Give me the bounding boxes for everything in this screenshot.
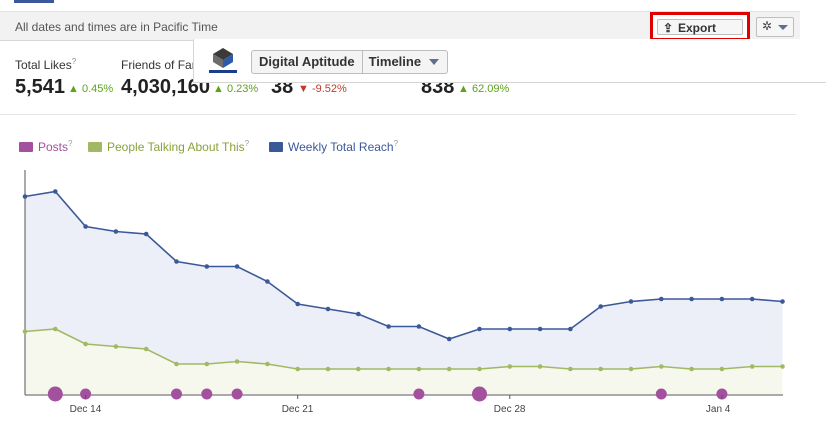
talking-point — [295, 366, 301, 372]
stat-change-people-talking: ▼ -9.52% — [298, 83, 347, 95]
chevron-down-icon — [429, 59, 440, 65]
reach-point — [22, 194, 28, 199]
talking-point — [53, 326, 58, 332]
talking-point — [780, 364, 785, 369]
talking-point — [386, 366, 391, 372]
x-tick-label: Dec 21 — [281, 404, 314, 415]
reach-point — [204, 264, 210, 269]
reach-point — [143, 231, 149, 237]
posts-swatch — [19, 142, 33, 152]
page-name-button[interactable]: Digital Aptitude — [252, 51, 363, 73]
view-dropdown-label: Timeline — [368, 54, 422, 69]
reach-point — [234, 264, 240, 269]
post-marker — [201, 388, 213, 400]
talking-swatch — [88, 142, 102, 152]
talking-point — [356, 366, 361, 372]
gear-icon: ✲ — [762, 19, 773, 33]
talking-point — [416, 366, 422, 372]
legend-item-posts[interactable]: Posts? — [19, 139, 72, 154]
legend-item-weekly-reach[interactable]: Weekly Total Reach? — [269, 139, 398, 154]
divider — [0, 114, 796, 115]
talking-point — [598, 366, 603, 372]
post-marker — [655, 388, 667, 400]
talking-point — [749, 364, 755, 369]
talking-point — [537, 364, 543, 369]
reach-point — [446, 336, 452, 342]
talking-point — [113, 344, 119, 349]
reach-point — [265, 279, 270, 284]
stat-value-friends-of-fans: 4,030,160 — [121, 76, 210, 98]
reach-point — [719, 296, 725, 302]
reach-point — [689, 296, 694, 302]
talking-line — [24, 328, 783, 370]
digital-aptitude-logo — [209, 48, 237, 73]
post-marker — [80, 388, 92, 400]
stat-label-total-likes: Total Likes? — [15, 57, 77, 72]
reach-point — [174, 259, 179, 264]
reach-point — [83, 224, 88, 229]
stat-change-total-likes: ▲ 0.45% — [68, 83, 114, 95]
talking-point — [719, 366, 725, 372]
chevron-down-icon — [778, 25, 788, 30]
page-view-selector: Digital Aptitude Timeline — [251, 50, 449, 74]
talking-point — [446, 366, 452, 372]
reach-line — [24, 190, 783, 340]
reach-point — [53, 189, 58, 194]
reach-point — [477, 326, 482, 332]
stat-change-weekly-reach: ▲ 62.09% — [458, 83, 510, 95]
stat-value-total-likes: 5,541 — [15, 76, 66, 98]
post-marker — [716, 388, 728, 400]
talking-point — [234, 359, 240, 364]
talking-point — [265, 361, 270, 367]
reach-point — [325, 306, 331, 312]
reach-point — [386, 324, 391, 329]
reach-point — [113, 229, 119, 234]
reach-point — [295, 301, 301, 307]
reach-area — [25, 191, 783, 394]
talking-point — [477, 366, 482, 372]
post-marker — [47, 386, 63, 402]
upload-icon: ⇪ — [663, 21, 674, 35]
reach-swatch — [269, 142, 283, 152]
talking-point — [204, 361, 210, 367]
post-marker — [472, 386, 487, 402]
reach-point — [659, 296, 664, 302]
top-tab-indicator — [14, 0, 54, 3]
reach-point — [507, 326, 513, 332]
x-tick-label: Dec 14 — [69, 404, 102, 415]
post-marker — [171, 388, 182, 400]
reach-point — [356, 311, 361, 317]
talking-point — [83, 341, 88, 347]
reach-point — [568, 326, 573, 332]
stat-change-friends-of-fans: ▲ 0.23% — [213, 83, 259, 95]
talking-point — [22, 329, 28, 334]
reach-point — [780, 299, 785, 304]
view-dropdown-button[interactable]: Timeline — [363, 51, 448, 73]
x-tick-label: Jan 4 — [705, 404, 731, 415]
talking-point — [143, 346, 149, 352]
talking-point — [659, 364, 664, 369]
talking-point — [689, 366, 694, 372]
talking-point — [507, 364, 513, 369]
post-marker — [231, 388, 243, 400]
x-tick-label: Dec 28 — [493, 404, 526, 415]
page-switcher-popup: Digital Aptitude Timeline — [193, 39, 826, 83]
reach-point — [537, 326, 543, 332]
talking-point — [174, 361, 179, 367]
talking-area — [25, 329, 783, 394]
reach-point — [598, 304, 603, 309]
talking-point — [628, 366, 634, 372]
legend-item-people-talking[interactable]: People Talking About This? — [88, 139, 249, 154]
settings-dropdown-button[interactable]: ✲ — [756, 17, 794, 37]
talking-point — [568, 366, 573, 372]
talking-point — [325, 366, 331, 372]
reach-point — [416, 324, 422, 329]
post-marker — [413, 388, 425, 400]
timezone-note: All dates and times are in Pacific Time — [15, 20, 218, 34]
reach-point — [749, 296, 755, 302]
reach-point — [628, 299, 634, 304]
